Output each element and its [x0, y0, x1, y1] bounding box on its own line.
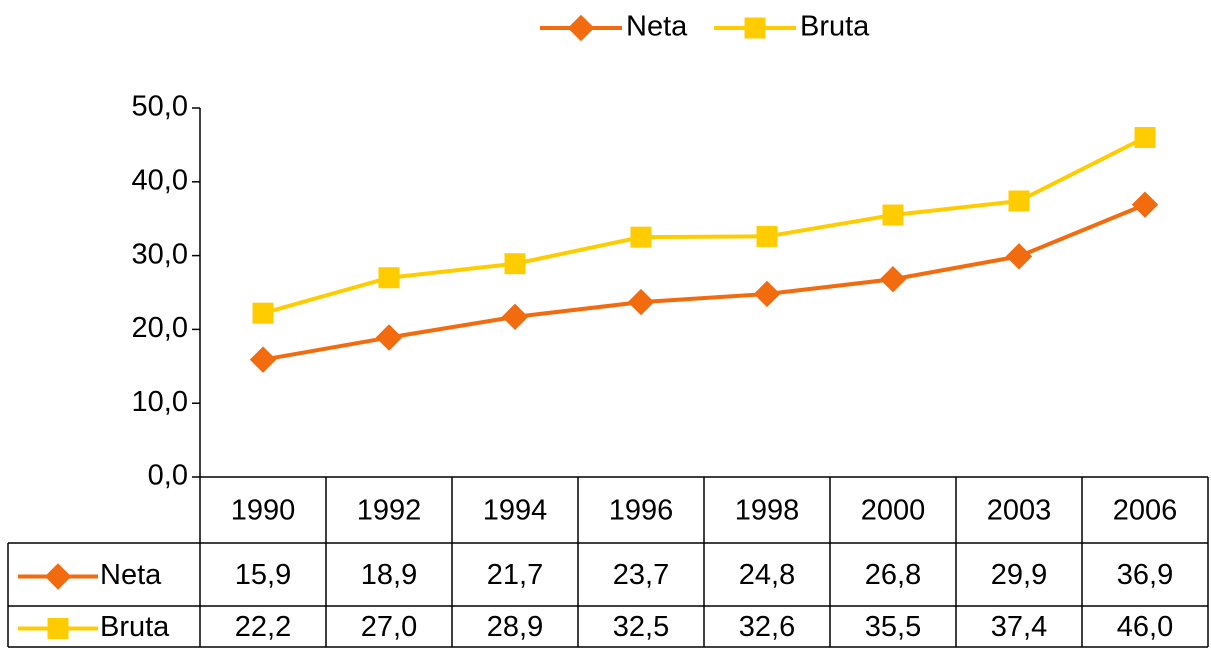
- x-tick-label: 1996: [609, 495, 674, 527]
- data-point: [753, 280, 781, 308]
- data-point: [627, 288, 655, 316]
- x-tick-label: 1998: [735, 495, 800, 527]
- y-tick-label: 0,0: [148, 460, 188, 492]
- data-point: [879, 266, 907, 293]
- data-point: [1131, 191, 1159, 218]
- data-point: [501, 303, 529, 331]
- table-value: 32,6: [739, 611, 795, 643]
- table-value: 32,5: [613, 611, 669, 643]
- x-tick-label: 1994: [483, 495, 548, 527]
- table-legend-marker: [44, 563, 72, 590]
- y-tick-label: 20,0: [132, 312, 188, 344]
- legend-marker: [744, 17, 766, 39]
- table-value: 46,0: [1117, 611, 1173, 643]
- data-point: [882, 204, 904, 226]
- y-tick-label: 10,0: [132, 386, 188, 418]
- legend-marker: [567, 14, 595, 42]
- data-point: [378, 267, 400, 289]
- table-row-label: Bruta: [100, 611, 170, 643]
- data-point: [1134, 127, 1156, 149]
- table-value: 35,5: [865, 611, 921, 643]
- legend-label: Neta: [626, 11, 688, 43]
- table-value: 29,9: [991, 559, 1047, 591]
- x-tick-label: 1992: [357, 495, 422, 527]
- data-point: [1008, 190, 1030, 212]
- series-line: [262, 135, 1146, 316]
- x-tick-label: 2006: [1113, 495, 1178, 527]
- table-row-label: Neta: [100, 559, 162, 591]
- table-value: 21,7: [487, 559, 543, 591]
- table-value: 24,8: [739, 559, 795, 591]
- data-point: [375, 324, 403, 351]
- data-point: [504, 253, 526, 275]
- y-tick-label: 30,0: [132, 238, 188, 270]
- y-tick-label: 50,0: [132, 91, 188, 123]
- table-value: 15,9: [235, 559, 291, 591]
- data-point: [1005, 243, 1033, 270]
- table-value: 28,9: [487, 611, 543, 643]
- table-value: 37,4: [991, 611, 1047, 643]
- table-value: 27,0: [361, 611, 417, 643]
- table-value: 22,2: [235, 611, 291, 643]
- data-point: [249, 346, 277, 373]
- y-tick-label: 40,0: [132, 164, 188, 196]
- legend-label: Bruta: [800, 11, 870, 43]
- table-legend-marker: [47, 618, 69, 639]
- table-value: 36,9: [1117, 559, 1173, 591]
- data-point: [756, 225, 778, 247]
- data-point: [252, 302, 274, 324]
- data-point: [630, 226, 652, 248]
- series-line: [262, 202, 1146, 362]
- table-value: 23,7: [613, 559, 669, 591]
- x-tick-label: 1990: [231, 495, 296, 527]
- x-tick-label: 2003: [987, 495, 1052, 527]
- x-tick-label: 2000: [861, 495, 926, 527]
- table-value: 26,8: [865, 559, 921, 591]
- table-value: 18,9: [361, 559, 417, 591]
